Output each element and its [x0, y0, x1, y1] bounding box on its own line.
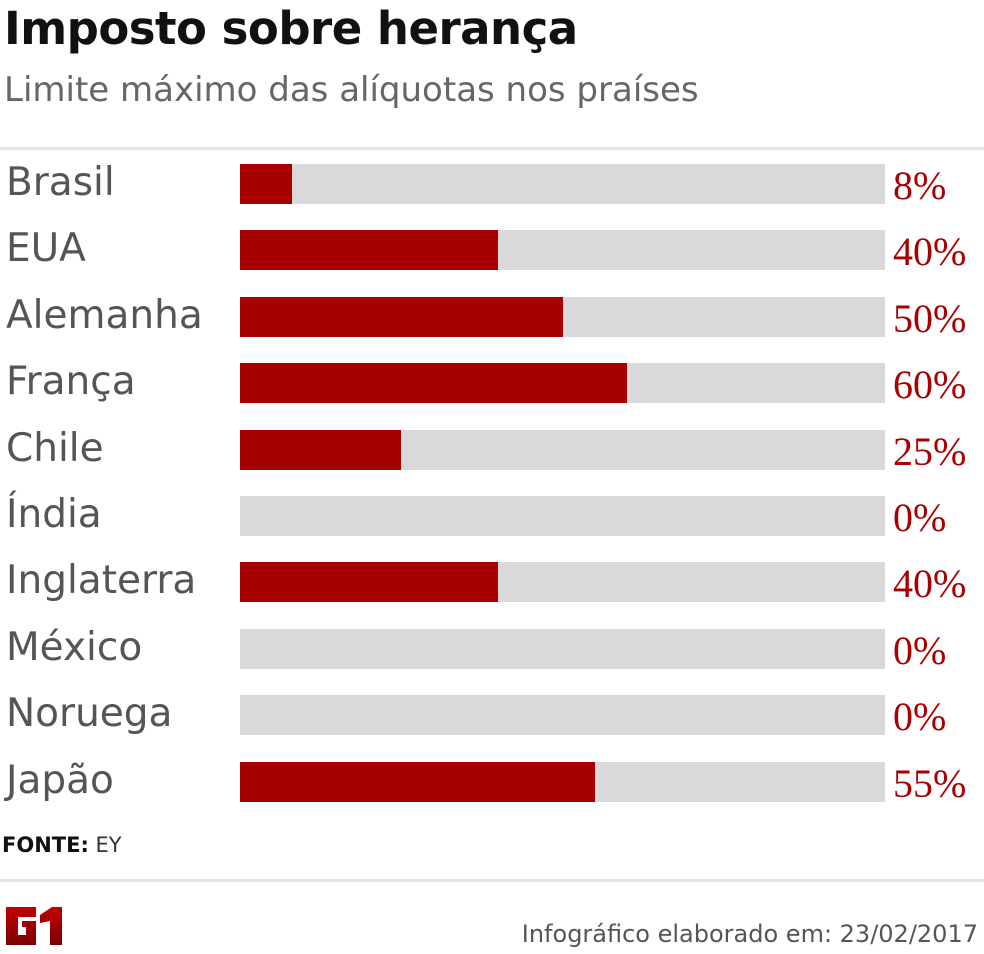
category-label: França — [6, 359, 136, 405]
bar — [240, 164, 292, 204]
category-label: Inglaterra — [6, 558, 197, 604]
bar — [240, 562, 498, 603]
bar-track — [240, 761, 885, 802]
value-label: 0% — [893, 694, 947, 740]
bar — [240, 296, 563, 337]
bar-track — [240, 429, 885, 470]
bar — [240, 429, 402, 470]
category-label: Japão — [6, 757, 114, 803]
category-label: México — [6, 624, 143, 670]
category-label: Alemanha — [6, 292, 203, 338]
source-value: EY — [95, 833, 122, 857]
top-divider — [0, 147, 984, 150]
category-label: EUA — [6, 226, 86, 272]
category-label: Índia — [6, 492, 102, 537]
source-note: FONTE: EY — [2, 833, 122, 857]
category-label: Chile — [6, 425, 104, 471]
bar-row: Chile 25% — [0, 426, 984, 496]
bar-track — [240, 363, 885, 404]
credit-text: Infográfico elaborado em: 23/02/2017 — [521, 920, 978, 948]
value-label: 40% — [893, 561, 967, 607]
bar-track — [240, 230, 885, 271]
bar-track — [240, 164, 885, 204]
bar-row: França 60% — [0, 359, 984, 429]
value-label: 55% — [893, 760, 967, 806]
bar-row: Índia 0% — [0, 492, 984, 562]
bar-row: Brasil 8% — [0, 160, 984, 230]
value-label: 8% — [893, 163, 947, 208]
bar-row: Noruega 0% — [0, 691, 984, 761]
bar-row: Alemanha 50% — [0, 293, 984, 363]
bar-track — [240, 628, 885, 669]
bar — [240, 761, 595, 802]
bottom-divider — [0, 879, 984, 882]
bar — [240, 363, 627, 404]
bar-row: Inglaterra 40% — [0, 558, 984, 628]
value-label: 0% — [893, 495, 947, 540]
chart-title: Imposto sobre herança — [4, 2, 578, 55]
bar-row: México 0% — [0, 625, 984, 695]
value-label: 50% — [893, 295, 967, 341]
bar-track — [240, 695, 885, 736]
chart-subtitle: Limite máximo das alíquotas nos praíses — [4, 70, 699, 110]
source-label: FONTE: — [2, 833, 89, 857]
value-label: 25% — [893, 428, 967, 474]
value-label: 0% — [893, 627, 947, 673]
value-label: 40% — [893, 229, 967, 275]
bar — [240, 230, 498, 271]
bar-track — [240, 296, 885, 337]
bar-track — [240, 496, 885, 536]
value-label: 60% — [893, 362, 967, 408]
category-label: Noruega — [6, 691, 173, 737]
bar-track — [240, 562, 885, 603]
bar-row: Japão 55% — [0, 758, 984, 828]
bar-row: EUA 40% — [0, 226, 984, 296]
category-label: Brasil — [6, 160, 115, 205]
g1-logo — [6, 907, 62, 945]
